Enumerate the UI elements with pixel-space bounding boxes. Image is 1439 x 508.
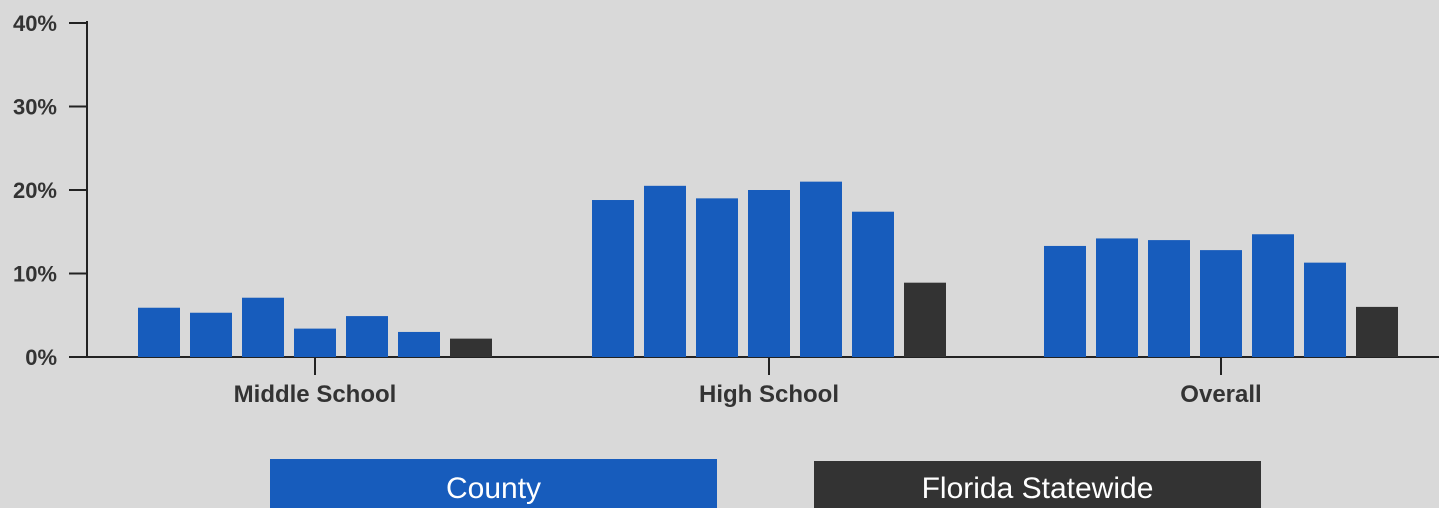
- county-bar: [592, 200, 634, 357]
- statewide-bar: [1356, 306, 1398, 357]
- county-bar: [346, 316, 388, 357]
- legend-county: County: [270, 459, 717, 508]
- county-bar: [1304, 262, 1346, 357]
- county-bar: [1096, 238, 1138, 357]
- legend-statewide-label: Florida Statewide: [921, 472, 1154, 505]
- statewide-bar: [450, 338, 492, 357]
- county-bar: [242, 297, 284, 357]
- statewide-bar: [904, 282, 946, 357]
- x-category-label: Middle School: [234, 381, 397, 408]
- legend-statewide: Florida Statewide: [814, 461, 1261, 508]
- y-tick-label: 10%: [13, 262, 57, 287]
- y-tick-label: 40%: [13, 11, 57, 36]
- county-bar: [696, 198, 738, 357]
- county-bar: [1044, 245, 1086, 357]
- county-bar: [398, 331, 440, 357]
- county-bar: [644, 185, 686, 357]
- county-bar: [1200, 250, 1242, 357]
- county-bar: [1252, 234, 1294, 357]
- y-tick-label: 20%: [13, 178, 57, 203]
- chart-labels: 0% 10% 20% 30% 40% Middle School High School Ov…: [13, 11, 1262, 408]
- y-tick-label: 0%: [25, 345, 57, 370]
- county-bar: [748, 190, 790, 357]
- x-category-label: High School: [699, 381, 839, 408]
- legend-county-label: County: [445, 472, 542, 505]
- county-bar: [800, 181, 842, 357]
- county-bar: [190, 312, 232, 357]
- chart-bars: [138, 181, 1398, 357]
- county-bar: [138, 307, 180, 357]
- county-bar: [294, 328, 336, 357]
- county-bar: [852, 211, 894, 357]
- county-bar: [1148, 240, 1190, 357]
- x-category-label: Overall: [1180, 381, 1261, 408]
- y-tick-label: 30%: [13, 95, 57, 120]
